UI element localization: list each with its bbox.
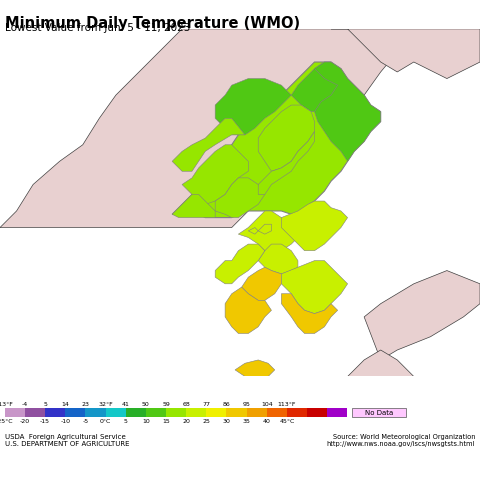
Text: 95: 95 <box>243 402 251 407</box>
Polygon shape <box>172 63 381 218</box>
Text: -20: -20 <box>20 418 30 423</box>
Polygon shape <box>172 195 215 218</box>
Text: Source: World Meteorological Organization
http://www.nws.noaa.gov/iscs/nwsgtsts.: Source: World Meteorological Organizatio… <box>327 433 475 446</box>
Text: 15: 15 <box>162 418 170 423</box>
Bar <box>65 408 85 417</box>
Text: 5: 5 <box>124 418 128 423</box>
Polygon shape <box>281 202 348 251</box>
Text: -10: -10 <box>60 418 70 423</box>
Text: 30: 30 <box>223 418 230 423</box>
Text: 68: 68 <box>182 402 190 407</box>
Text: 25: 25 <box>203 418 210 423</box>
Polygon shape <box>215 179 265 218</box>
Text: 10: 10 <box>142 418 150 423</box>
Polygon shape <box>331 30 480 79</box>
Polygon shape <box>291 63 348 112</box>
Text: 40: 40 <box>263 418 271 423</box>
Polygon shape <box>182 146 248 205</box>
Text: 20: 20 <box>182 418 190 423</box>
Text: 113°F: 113°F <box>278 402 296 407</box>
Polygon shape <box>258 225 272 235</box>
Text: -15: -15 <box>40 418 50 423</box>
Text: -4: -4 <box>22 402 28 407</box>
Bar <box>287 408 307 417</box>
Bar <box>106 408 126 417</box>
Polygon shape <box>258 106 314 172</box>
Text: 50: 50 <box>142 402 150 407</box>
Polygon shape <box>239 212 298 255</box>
Text: Minimum Daily Temperature (WMO): Minimum Daily Temperature (WMO) <box>5 15 300 30</box>
Text: USDA  Foreign Agricultural Service
U.S. DEPARTMENT OF AGRICULTURE: USDA Foreign Agricultural Service U.S. D… <box>5 433 129 446</box>
Text: 104: 104 <box>261 402 273 407</box>
Text: 0°C: 0°C <box>100 418 111 423</box>
Bar <box>45 408 65 417</box>
Text: 77: 77 <box>203 402 210 407</box>
Text: 45°C: 45°C <box>279 418 295 423</box>
Bar <box>186 408 206 417</box>
Polygon shape <box>258 132 314 195</box>
Bar <box>166 408 186 417</box>
Text: Lowest Value from Jun. 5 - 11, 2023: Lowest Value from Jun. 5 - 11, 2023 <box>5 23 190 33</box>
Bar <box>126 408 146 417</box>
Polygon shape <box>281 261 348 314</box>
Polygon shape <box>364 271 480 360</box>
Text: 32°F: 32°F <box>98 402 113 407</box>
Polygon shape <box>215 79 291 136</box>
Polygon shape <box>172 119 245 172</box>
Bar <box>307 408 327 417</box>
Polygon shape <box>235 360 275 380</box>
Bar <box>146 408 166 417</box>
Bar <box>227 408 247 417</box>
Polygon shape <box>331 350 414 426</box>
Polygon shape <box>0 30 414 228</box>
Text: 5: 5 <box>43 402 47 407</box>
Polygon shape <box>241 268 281 301</box>
Text: 14: 14 <box>61 402 69 407</box>
Text: 86: 86 <box>223 402 230 407</box>
Bar <box>206 408 227 417</box>
Polygon shape <box>225 287 272 334</box>
Polygon shape <box>258 244 298 274</box>
Bar <box>5 408 25 417</box>
Text: -5: -5 <box>83 418 88 423</box>
Bar <box>85 408 106 417</box>
Text: 59: 59 <box>162 402 170 407</box>
Text: -25°C: -25°C <box>0 418 13 423</box>
Polygon shape <box>248 228 258 235</box>
Text: 23: 23 <box>82 402 89 407</box>
Text: No Data: No Data <box>365 409 393 415</box>
Bar <box>267 408 287 417</box>
Bar <box>25 408 45 417</box>
Polygon shape <box>314 63 381 162</box>
Text: -13°F: -13°F <box>0 402 13 407</box>
Bar <box>352 408 406 417</box>
Polygon shape <box>281 294 337 334</box>
Bar <box>247 408 267 417</box>
Polygon shape <box>215 244 265 284</box>
Bar <box>327 408 348 417</box>
Text: 35: 35 <box>243 418 251 423</box>
Text: 41: 41 <box>122 402 130 407</box>
